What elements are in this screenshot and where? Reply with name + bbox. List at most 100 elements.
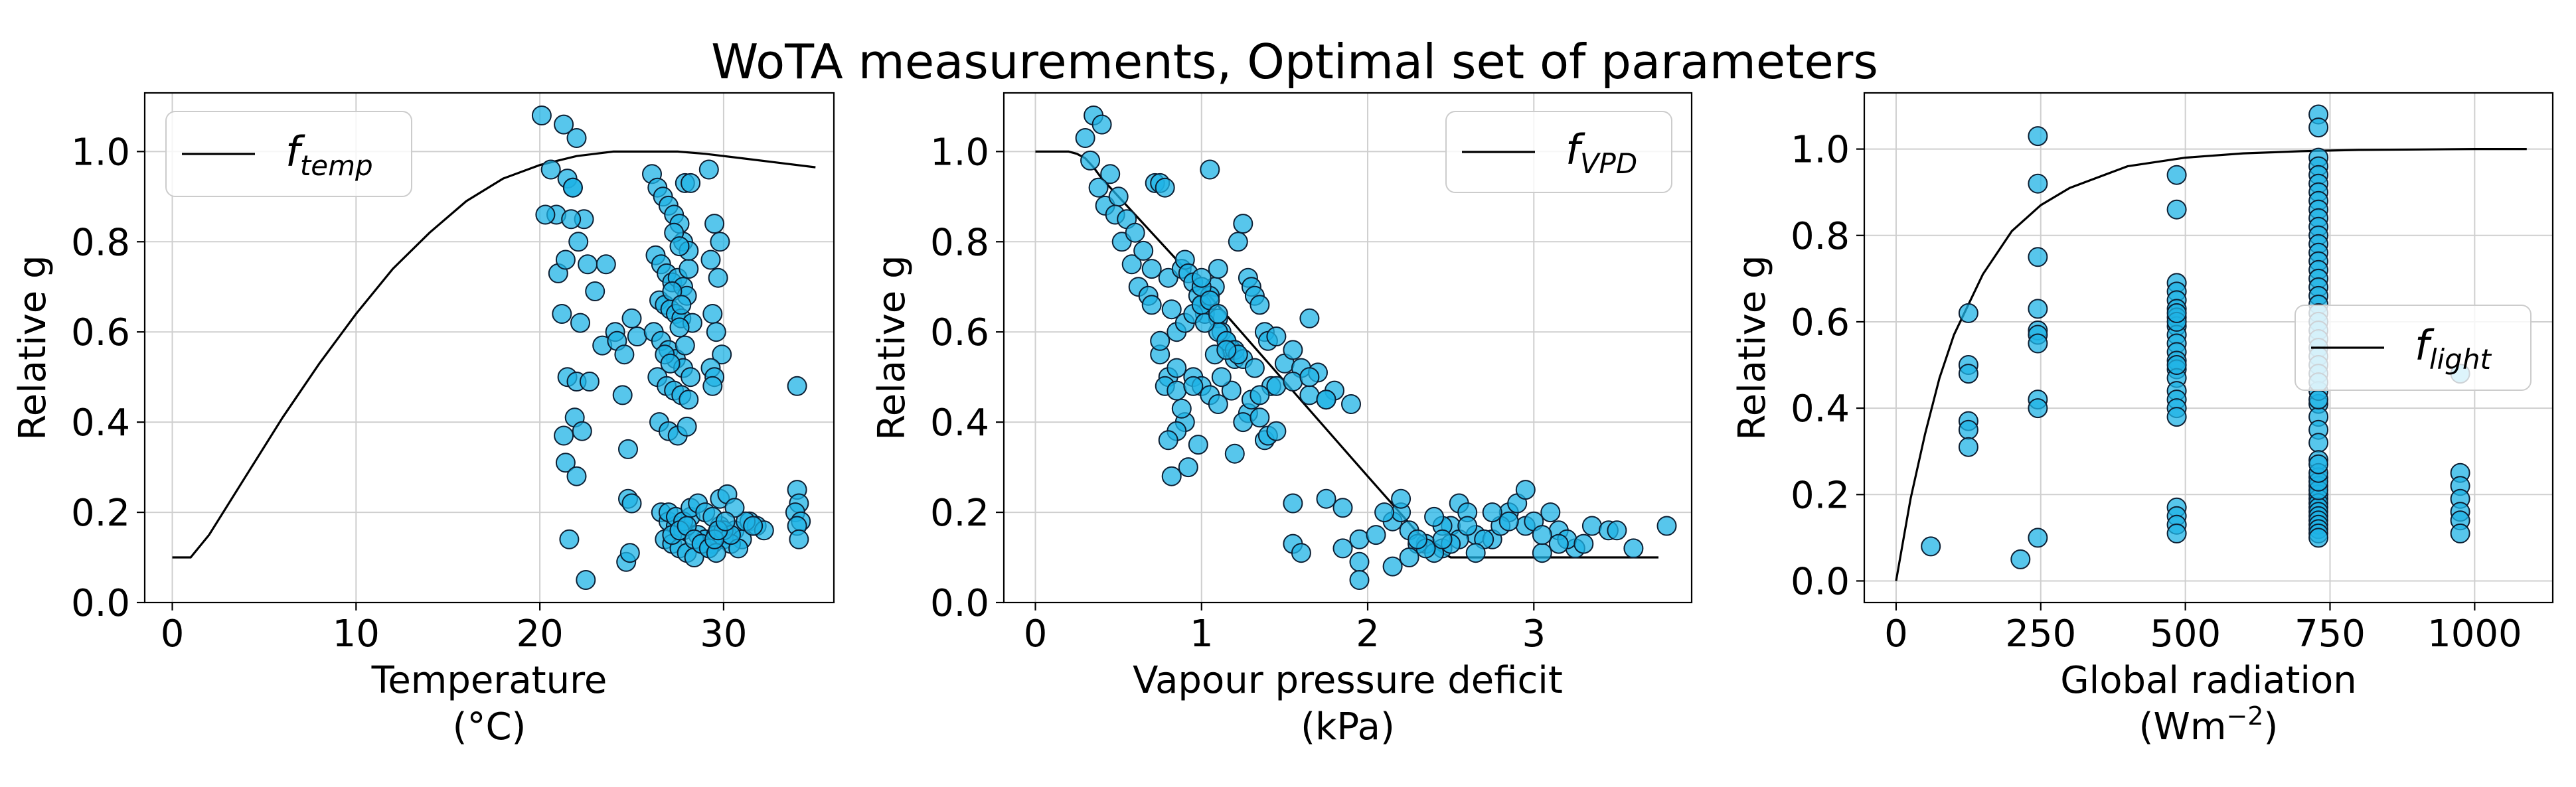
- data-point: [1200, 159, 1220, 180]
- data-point: [1374, 502, 1395, 523]
- data-point: [1548, 534, 1569, 554]
- data-point: [1091, 114, 1112, 135]
- data-point: [1291, 543, 1311, 563]
- y-tick-label: 0.2: [930, 492, 989, 535]
- data-point: [1299, 367, 1320, 388]
- data-point: [1141, 295, 1162, 315]
- data-point: [627, 326, 647, 346]
- data-point: [1382, 556, 1403, 577]
- x-tick-label: 250: [2005, 612, 2076, 656]
- x-tick-label: 2: [1356, 612, 1380, 656]
- data-point: [1623, 538, 1644, 559]
- plot-frame-temperature: [143, 92, 835, 604]
- data-point: [1349, 551, 1370, 572]
- data-point: [1581, 516, 1602, 536]
- data-point: [1121, 254, 1142, 275]
- legend-box-temperature: [165, 111, 412, 197]
- data-point: [1391, 488, 1411, 509]
- data-point: [743, 516, 764, 536]
- data-point: [1540, 502, 1561, 523]
- data-point: [1283, 493, 1303, 514]
- y-tick-label: 0.4: [71, 401, 130, 445]
- data-point: [681, 173, 701, 193]
- data-point: [2450, 523, 2470, 543]
- xlabel-unit-temperature: (°C): [453, 705, 526, 749]
- data-point: [1216, 340, 1237, 360]
- y-tick-label: 1.0: [930, 131, 989, 174]
- data-point: [1155, 177, 1175, 198]
- y-tick-label: 0.8: [1791, 215, 1850, 258]
- data-point: [1316, 488, 1336, 509]
- data-point: [1150, 330, 1170, 351]
- data-point: [2166, 165, 2187, 185]
- data-point: [1498, 511, 1519, 532]
- panel-temperature: 0 10 20 30 0.0 0.2 0.4 0.6 0.8 1.0 Relative g Tem…: [11, 92, 835, 749]
- data-point: [2308, 528, 2329, 548]
- data-point: [1233, 214, 1253, 234]
- x-tick-label: 0: [1024, 612, 1048, 656]
- data-point: [1573, 534, 1594, 554]
- data-point: [1283, 340, 1303, 360]
- data-point: [1283, 372, 1303, 392]
- data-point: [566, 128, 587, 148]
- data-point: [712, 344, 732, 365]
- data-point: [2028, 528, 2048, 548]
- data-point: [1299, 385, 1320, 405]
- data-point: [1532, 543, 1552, 563]
- data-point: [2308, 117, 2329, 138]
- data-point: [1424, 506, 1445, 527]
- data-point: [1266, 326, 1287, 346]
- data-point: [1133, 240, 1154, 261]
- data-point: [1167, 380, 1187, 401]
- data-point: [561, 209, 582, 230]
- data-point: [2166, 523, 2187, 543]
- data-point: [1958, 364, 1978, 384]
- data-point: [702, 304, 723, 324]
- data-point: [1482, 502, 1502, 523]
- data-point: [677, 416, 697, 437]
- data-point: [619, 543, 640, 563]
- data-point: [671, 295, 692, 315]
- y-tick-label: 0.8: [71, 221, 130, 264]
- data-point: [1958, 419, 1978, 440]
- data-point: [715, 511, 736, 532]
- x-tick-label: 1000: [2427, 612, 2522, 656]
- plot-frame-vpd: [1003, 92, 1693, 604]
- data-point: [679, 259, 699, 279]
- legend-temperature: ftemp: [165, 111, 412, 197]
- data-point: [1233, 412, 1253, 433]
- data-point: [1249, 407, 1270, 428]
- data-point: [1075, 128, 1095, 148]
- data-point: [1228, 232, 1248, 252]
- data-point: [1211, 367, 1232, 388]
- panel-vpd: 0 1 2 3 0.0 0.2 0.4 0.6 0.8 1.0 Relative g Vapour…: [870, 92, 1693, 749]
- xlabel-vpd: Vapour pressure deficit: [1133, 659, 1563, 702]
- data-point: [568, 232, 589, 252]
- data-point: [2308, 390, 2329, 410]
- data-point: [1088, 177, 1109, 198]
- y-tick-label: 1.0: [1791, 129, 1850, 172]
- data-point: [1208, 394, 1228, 414]
- data-point: [554, 425, 574, 446]
- data-point: [559, 529, 580, 549]
- y-tick-label: 1.0: [71, 131, 130, 174]
- model-curve: [172, 150, 816, 559]
- data-point: [706, 322, 726, 342]
- y-tick-label: 0.4: [1791, 388, 1850, 431]
- legend-vpd: fVPD: [1445, 111, 1672, 193]
- data-point: [1366, 525, 1386, 545]
- data-point: [1532, 525, 1552, 545]
- data-point: [596, 254, 616, 275]
- x-tick-label: 500: [2150, 612, 2221, 656]
- ylabel-light: Relative g: [1731, 255, 1774, 440]
- data-point: [1249, 295, 1270, 315]
- data-point: [1080, 150, 1101, 171]
- data-point: [662, 281, 683, 301]
- data-point: [1515, 480, 1536, 500]
- data-point: [710, 232, 730, 252]
- data-point: [1208, 304, 1228, 324]
- y-tick-label: 0.8: [930, 221, 989, 264]
- xlabel-temperature: Temperature: [371, 659, 607, 702]
- data-point: [789, 529, 809, 549]
- data-point: [1158, 430, 1178, 451]
